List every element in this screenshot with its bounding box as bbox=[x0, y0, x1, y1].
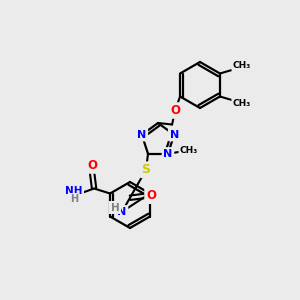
Text: S: S bbox=[142, 163, 151, 176]
Text: CH₃: CH₃ bbox=[233, 61, 251, 70]
Text: CH₃: CH₃ bbox=[233, 99, 251, 108]
Text: NH: NH bbox=[65, 185, 83, 196]
Text: N: N bbox=[164, 149, 172, 159]
Text: CH₃: CH₃ bbox=[180, 146, 198, 155]
Text: O: O bbox=[170, 104, 180, 117]
Text: H: H bbox=[70, 194, 78, 203]
Text: O: O bbox=[146, 189, 156, 202]
Text: N: N bbox=[117, 207, 127, 217]
Text: N: N bbox=[169, 130, 179, 140]
Text: O: O bbox=[87, 159, 97, 172]
Text: H: H bbox=[111, 203, 119, 213]
Text: N: N bbox=[137, 130, 146, 140]
